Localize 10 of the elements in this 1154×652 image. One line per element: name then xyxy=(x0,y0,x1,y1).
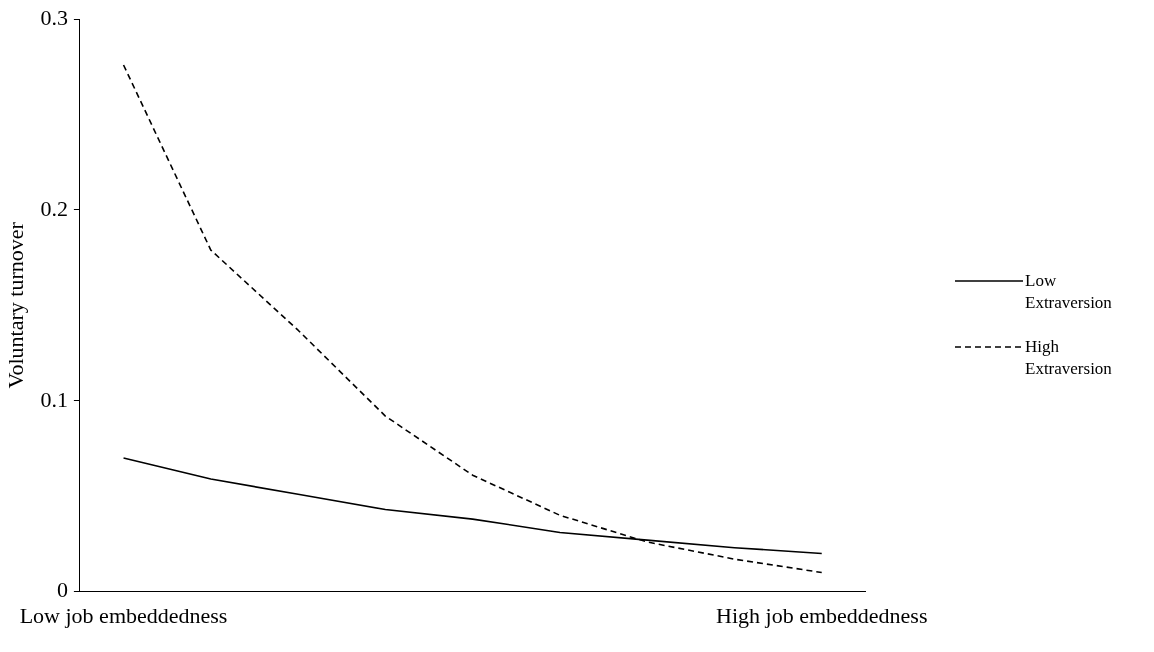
y-axis-title: Voluntary turnover xyxy=(2,221,28,389)
y-tick-label: 0 xyxy=(56,577,68,603)
legend-label: Low Extraversion xyxy=(1025,270,1113,314)
y-tick-label: 0.1 xyxy=(40,386,68,412)
legend-label: High Extraversion xyxy=(1025,336,1113,380)
y-tick-label: 0.3 xyxy=(40,4,68,30)
x-tick-label: High job embeddedness xyxy=(716,602,928,628)
line-series xyxy=(122,64,823,574)
x-tick-label: Low job embeddedness xyxy=(19,602,228,628)
y-tick-label: 0.2 xyxy=(40,195,68,221)
